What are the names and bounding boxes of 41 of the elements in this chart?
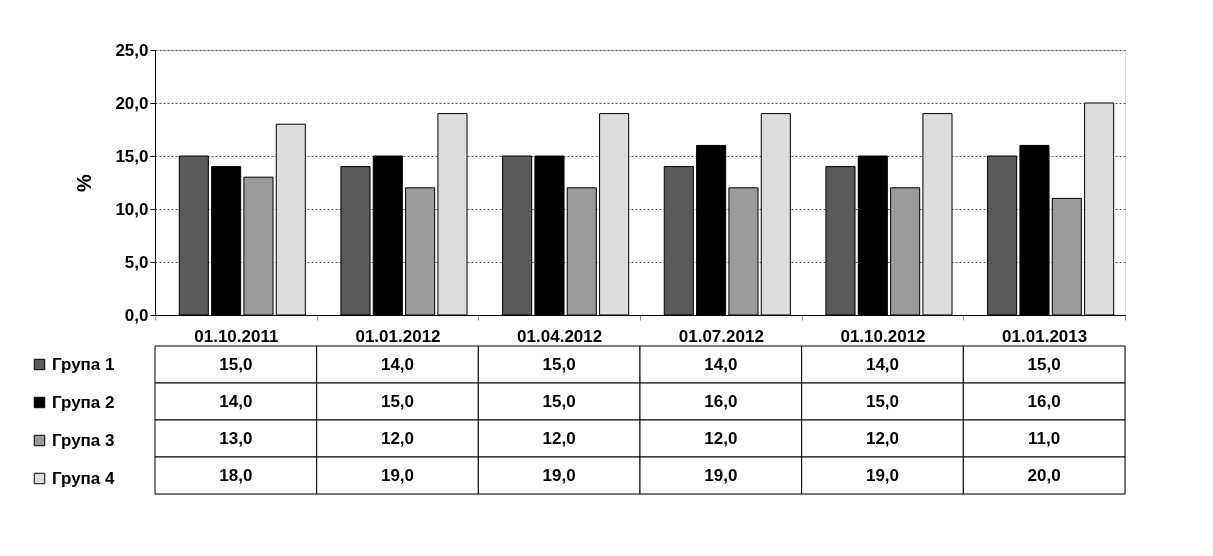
x-tick-label: 01.07.2012 xyxy=(678,326,764,346)
data-label: 18,0 xyxy=(219,465,253,485)
data-label: 15,0 xyxy=(380,391,415,411)
x-tick-label: 01.01.2013 xyxy=(1002,326,1088,346)
data-label: 19,0 xyxy=(704,465,738,485)
x-tick-label: 01.01.2012 xyxy=(355,326,441,346)
data-label: 16,0 xyxy=(1027,391,1061,411)
data-label: 19,0 xyxy=(542,465,576,485)
data-label: 14,0 xyxy=(380,354,415,374)
y-tick-label: 20,0 xyxy=(115,93,149,113)
data-label: 12,0 xyxy=(704,428,738,448)
data-label: 16,0 xyxy=(704,391,738,411)
x-tick-label: 01.04.2012 xyxy=(517,326,603,346)
data-label: 19,0 xyxy=(380,465,415,485)
data-label: 15,0 xyxy=(1027,354,1061,374)
legend-label: Група 4 xyxy=(52,468,116,488)
x-tick-label: 01.10.2011 xyxy=(194,326,279,346)
data-label: 15,0 xyxy=(542,354,576,374)
data-label: 19,0 xyxy=(865,465,900,485)
legend-label: Група 1 xyxy=(52,354,115,374)
y-axis-title: % xyxy=(73,173,96,192)
y-tick-label: 0,0 xyxy=(124,305,149,325)
data-label: 20,0 xyxy=(1027,465,1061,485)
legend-label: Група 3 xyxy=(52,430,115,450)
legend-label: Група 2 xyxy=(52,392,115,412)
data-label: 15,0 xyxy=(542,391,576,411)
data-label: 13,0 xyxy=(219,428,253,448)
data-label: 12,0 xyxy=(542,428,576,448)
data-label: 11,0 xyxy=(1028,428,1061,448)
y-tick-label: 10,0 xyxy=(115,199,149,219)
data-label: 15,0 xyxy=(865,391,900,411)
y-tick-label: 15,0 xyxy=(115,146,149,166)
data-label: 14,0 xyxy=(704,354,738,374)
data-label: 15,0 xyxy=(219,354,253,374)
y-tick-label: 25,0 xyxy=(115,40,149,60)
data-label: 14,0 xyxy=(865,354,900,374)
data-label: 14,0 xyxy=(219,391,253,411)
data-label: 12,0 xyxy=(380,428,415,448)
x-tick-label: 01.10.2012 xyxy=(840,326,926,346)
y-tick-label: 5,0 xyxy=(124,252,149,272)
data-label: 12,0 xyxy=(865,428,900,448)
